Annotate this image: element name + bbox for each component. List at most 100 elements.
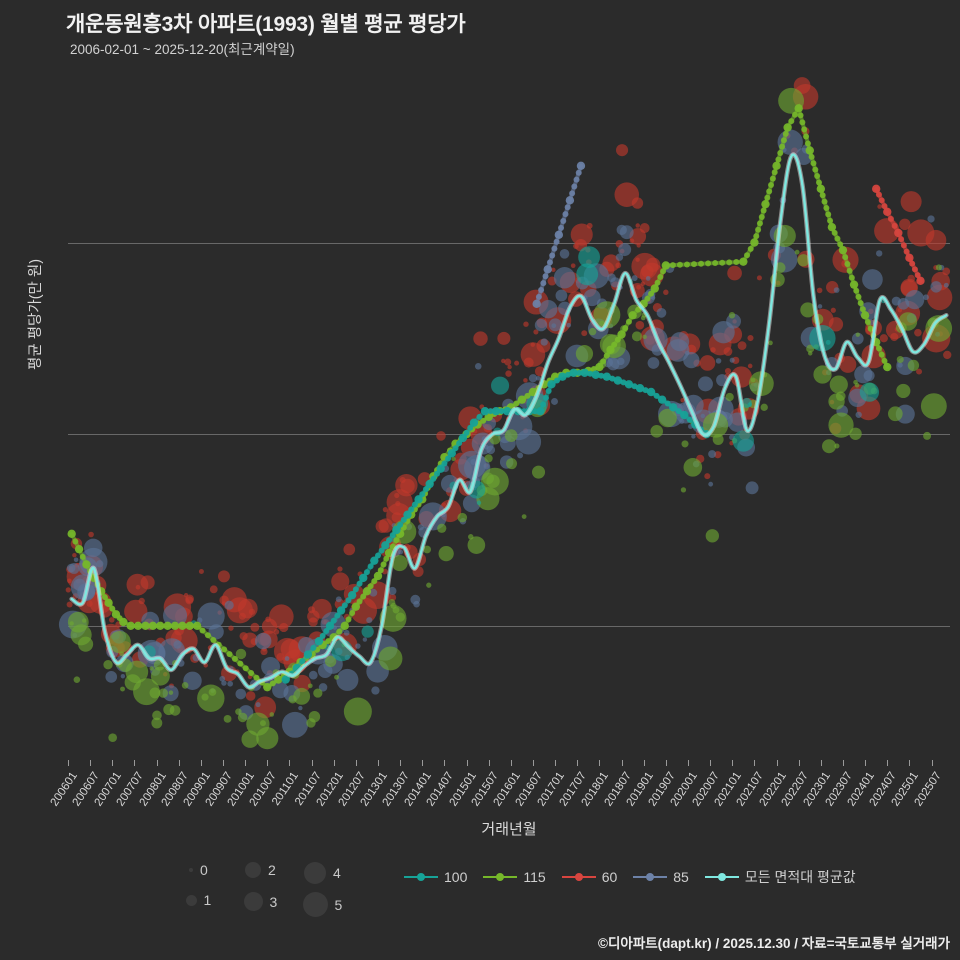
bubble-100	[825, 339, 831, 345]
series-100	[281, 368, 711, 684]
bubble-85	[851, 332, 864, 345]
legend-series-item[interactable]: 100	[404, 869, 467, 885]
bubble-60	[747, 334, 754, 342]
bubble-85	[566, 322, 572, 328]
bubble-85	[362, 637, 368, 642]
legend-series-item[interactable]: 115	[483, 869, 546, 885]
bubble-size-swatch	[189, 868, 193, 872]
bubble-115	[223, 714, 232, 723]
bubble-85	[691, 434, 696, 439]
bubble-85	[715, 358, 722, 364]
bubble-85	[539, 300, 558, 319]
bubble-60	[209, 585, 218, 594]
bubble-85	[905, 290, 925, 310]
bubble-100	[476, 500, 482, 505]
x-tick	[444, 760, 446, 766]
bubble-60	[185, 596, 194, 605]
bubble-60	[436, 431, 446, 441]
legend-series-item[interactable]: 60	[561, 869, 617, 885]
bubble-60	[680, 397, 685, 403]
x-tick	[377, 760, 379, 766]
bubble-85	[528, 374, 538, 383]
bubble-60	[343, 543, 356, 556]
bubble-115	[388, 599, 396, 606]
bubble-115	[108, 733, 118, 743]
bubble-85	[397, 549, 404, 555]
bubble-60	[505, 370, 512, 377]
bubble-115	[532, 465, 546, 479]
bubble-60	[497, 331, 511, 345]
bubble-85	[318, 683, 328, 692]
x-tick	[909, 760, 911, 766]
bubble-60	[276, 653, 285, 661]
bubble-85	[120, 674, 126, 679]
bubble-85	[388, 586, 397, 596]
bubble-115	[334, 674, 340, 680]
bubble-115	[307, 683, 313, 689]
bubble-115	[169, 705, 181, 716]
bubble-60	[635, 223, 640, 228]
x-tick	[532, 760, 534, 766]
bubble-85	[335, 596, 342, 603]
bubble-60	[261, 618, 278, 634]
bubble-60	[830, 307, 836, 313]
legend-size-item: 1	[178, 892, 211, 908]
x-tick	[577, 760, 579, 766]
x-tick	[422, 760, 424, 766]
chart-canvas	[58, 77, 953, 750]
bubble-115	[575, 345, 594, 363]
bubble-85	[553, 267, 576, 289]
gridline-300	[68, 625, 950, 627]
bubble-85	[227, 680, 234, 687]
bubble-60	[331, 572, 350, 591]
x-tick	[887, 760, 889, 766]
bubble-85	[366, 617, 373, 624]
bubble-85	[163, 603, 188, 628]
legend-series-swatch	[704, 871, 739, 883]
bubble-115	[152, 710, 162, 721]
bubble-85	[708, 450, 717, 459]
bubble-115	[481, 467, 509, 496]
bubble-60	[245, 691, 256, 701]
bubble-100	[809, 325, 836, 352]
bubble-60	[586, 222, 593, 229]
bubble-115	[181, 682, 189, 689]
bubble-85	[923, 294, 929, 301]
bubble-115	[683, 458, 703, 477]
legend-series-item[interactable]: 85	[633, 869, 689, 885]
bubble-85	[583, 289, 601, 307]
bubble-60	[250, 622, 260, 632]
bubble-115	[467, 536, 486, 554]
bubble-60	[533, 329, 539, 335]
bubble-60	[126, 573, 149, 596]
bubble-60	[636, 284, 642, 290]
bubble-115	[828, 412, 854, 438]
bubble-85	[515, 429, 542, 455]
bubble-60	[504, 358, 512, 366]
bubble-60	[279, 622, 289, 633]
bubble-85	[255, 702, 261, 708]
legend-size-item: 3	[240, 892, 277, 911]
bubble-60	[907, 274, 916, 283]
bubble-115	[437, 523, 447, 533]
bubble-60	[737, 341, 747, 351]
bubble-115	[800, 302, 816, 318]
legend-series-item[interactable]: 모든 면적대 평균값	[704, 867, 856, 887]
bubble-115	[392, 606, 400, 614]
bubble-115	[103, 660, 113, 670]
bubble-60	[203, 663, 208, 668]
chart-plot-area: 평균 평당가(만 원) 거래년월 300400500 2006012006072…	[28, 70, 953, 838]
legend-bubble-size: 0 1 2 3 4 5	[178, 862, 378, 922]
bubble-85	[474, 363, 482, 370]
x-tick	[798, 760, 800, 766]
bubble-115	[293, 687, 311, 705]
bubble-115	[681, 440, 689, 448]
bubble-85	[96, 560, 104, 568]
x-tick	[178, 760, 180, 766]
bubble-60	[198, 568, 204, 574]
bubble-60	[747, 363, 753, 369]
bubble-85	[221, 680, 227, 686]
bubble-115	[308, 710, 321, 723]
bubble-60	[473, 331, 488, 346]
bubble-60	[183, 592, 189, 598]
